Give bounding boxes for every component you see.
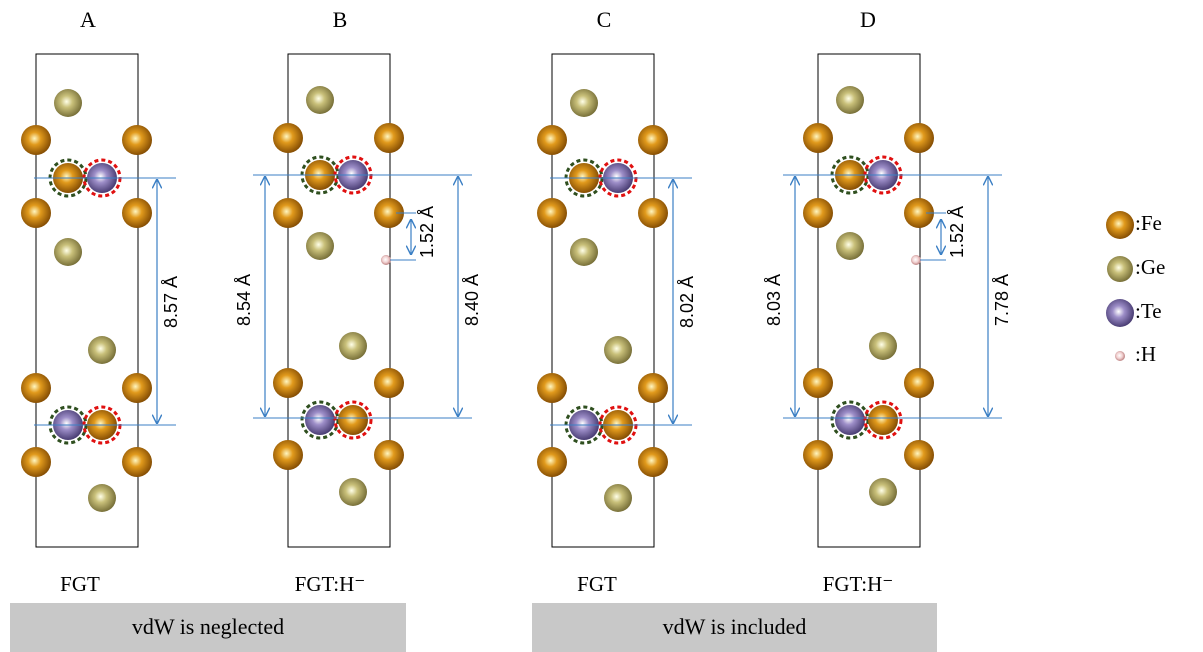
- atom: [122, 447, 152, 477]
- atom: [868, 405, 898, 435]
- atom: [374, 440, 404, 470]
- banner-text: vdW is neglected: [132, 614, 284, 639]
- atom: [537, 125, 567, 155]
- atom: [122, 125, 152, 155]
- distance-label: 1.52 Å: [417, 206, 437, 258]
- distance-label: 8.54 Å: [234, 274, 254, 326]
- atom: [21, 447, 51, 477]
- distance-label: 7.78 Å: [992, 274, 1012, 326]
- atom: [638, 373, 668, 403]
- legend-label: :Te: [1135, 299, 1162, 323]
- atom: [21, 198, 51, 228]
- unit-cell: [36, 54, 138, 547]
- panel-caption: FGT:H⁻: [295, 572, 366, 596]
- atom: [835, 405, 865, 435]
- panel-caption: FGT: [577, 572, 617, 596]
- atom: [339, 332, 367, 360]
- legend-label: :H: [1135, 342, 1156, 366]
- atom: [305, 405, 335, 435]
- atom: [836, 86, 864, 114]
- legend-label: :Fe: [1135, 211, 1162, 235]
- atom: [604, 336, 632, 364]
- atom: [537, 373, 567, 403]
- atom: [54, 89, 82, 117]
- banner-text: vdW is included: [663, 614, 807, 639]
- atom: [339, 478, 367, 506]
- atom: [904, 440, 934, 470]
- legend-atom: [1107, 256, 1133, 282]
- figure: A FGT 8.57 Å B FGT:H⁻ 8.54 Å 1.52 Å 8.40 Å C FGT 8…: [0, 0, 1203, 652]
- atom: [306, 86, 334, 114]
- panel-label: B: [333, 7, 348, 32]
- atom: [54, 238, 82, 266]
- atom: [803, 123, 833, 153]
- atom: [374, 123, 404, 153]
- unit-cell: [288, 54, 390, 547]
- atom: [88, 484, 116, 512]
- distance-label: 8.02 Å: [677, 276, 697, 328]
- atom: [338, 405, 368, 435]
- distance-label: 8.03 Å: [764, 274, 784, 326]
- distance-label: 8.40 Å: [462, 274, 482, 326]
- atom: [570, 89, 598, 117]
- atom: [273, 440, 303, 470]
- panel-label: C: [597, 7, 612, 32]
- atom: [273, 198, 303, 228]
- atom: [570, 238, 598, 266]
- panel-label: D: [860, 7, 876, 32]
- atom: [869, 332, 897, 360]
- atom: [381, 255, 391, 265]
- legend-atom: [1115, 351, 1125, 361]
- atom: [869, 478, 897, 506]
- unit-cell: [552, 54, 654, 547]
- legend-atom: [1106, 211, 1134, 239]
- atom: [803, 198, 833, 228]
- panel-caption: FGT: [60, 572, 100, 596]
- atom: [904, 123, 934, 153]
- atom: [21, 125, 51, 155]
- atom: [122, 198, 152, 228]
- atom: [21, 373, 51, 403]
- atom: [122, 373, 152, 403]
- atom: [604, 484, 632, 512]
- atom: [911, 255, 921, 265]
- atom: [904, 368, 934, 398]
- legend-atom: [1106, 299, 1134, 327]
- atom: [273, 123, 303, 153]
- distance-label: 8.57 Å: [161, 276, 181, 328]
- legend-label: :Ge: [1135, 255, 1165, 279]
- atom: [638, 198, 668, 228]
- atom: [638, 447, 668, 477]
- atom: [88, 336, 116, 364]
- panel-caption: FGT:H⁻: [823, 572, 894, 596]
- atom: [537, 198, 567, 228]
- atom: [273, 368, 303, 398]
- unit-cell: [818, 54, 920, 547]
- atom: [803, 368, 833, 398]
- atom: [306, 232, 334, 260]
- atom: [638, 125, 668, 155]
- panel-label: A: [80, 7, 96, 32]
- atom: [374, 368, 404, 398]
- distance-label: 1.52 Å: [947, 206, 967, 258]
- atom: [537, 447, 567, 477]
- atom: [803, 440, 833, 470]
- atom: [836, 232, 864, 260]
